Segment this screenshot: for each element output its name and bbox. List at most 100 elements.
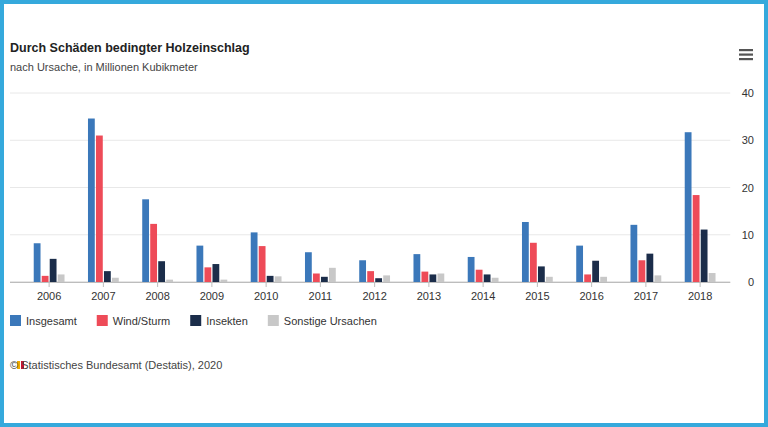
background (0, 0, 768, 427)
subtitle: nach Ursache, in Millionen Kubikmeter (10, 61, 198, 73)
x-tick-label: 2017 (634, 290, 658, 302)
chart: Durch Schäden bedingter Holzeinschlag nac… (0, 0, 768, 427)
x-tick-label: 2012 (362, 290, 386, 302)
grid-line (10, 234, 730, 235)
x-tick (591, 282, 592, 287)
bar (196, 246, 203, 282)
bar (50, 259, 57, 282)
bar (104, 271, 111, 282)
bar (321, 277, 328, 282)
bar (576, 246, 583, 282)
bar (42, 276, 49, 282)
menu-icon-line (739, 54, 753, 56)
menu-icon-line (739, 58, 753, 60)
bar (88, 119, 95, 282)
x-tick-label: 2008 (145, 290, 169, 302)
bar (592, 261, 599, 282)
x-tick-label: 2010 (254, 290, 278, 302)
grid-line (10, 140, 730, 141)
bar (58, 274, 65, 282)
x-tick-label: 2015 (525, 290, 549, 302)
bar (701, 230, 708, 282)
x-tick (103, 282, 104, 287)
bar (166, 280, 173, 282)
bar (413, 254, 420, 282)
y-tick-label: 10 (742, 229, 754, 241)
x-tick (700, 282, 701, 287)
bar (96, 136, 103, 282)
legend: Insgesamt Wind/Sturm Insekten Sonstige Ursa… (10, 315, 377, 327)
y-tick-label: 30 (742, 134, 754, 146)
bar (367, 271, 374, 282)
bar (275, 276, 282, 282)
bar (522, 222, 529, 282)
bar (142, 199, 149, 282)
bar (267, 276, 274, 282)
bar (437, 273, 444, 282)
title: Durch Schäden bedingter Holzeinschlag (10, 41, 250, 55)
bar (150, 224, 157, 282)
bar (313, 273, 320, 282)
bar (383, 275, 390, 282)
menu-icon-line (739, 49, 753, 51)
x-tick-label: 2013 (417, 290, 441, 302)
x-tick (374, 282, 375, 287)
bar (638, 260, 645, 282)
y-tick-label: 20 (742, 182, 754, 194)
x-tick (483, 282, 484, 287)
x-tick-label: 2016 (579, 290, 603, 302)
bar (305, 252, 312, 282)
bar (212, 264, 219, 282)
bar (220, 280, 227, 282)
legend-label: Sonstige Ursachen (284, 315, 377, 327)
x-tick-label: 2011 (309, 290, 333, 302)
bar (204, 267, 211, 282)
bar (468, 257, 475, 282)
x-tick-label: 2007 (91, 290, 115, 302)
bar (709, 273, 716, 282)
grid-line (10, 93, 730, 94)
x-tick-label: 2009 (200, 290, 224, 302)
menu-icon[interactable] (739, 49, 753, 60)
bar (685, 132, 692, 282)
bar (375, 278, 382, 282)
x-tick (211, 282, 212, 287)
grid (10, 93, 730, 282)
x-axis-line (10, 282, 730, 283)
x-tick (157, 282, 158, 287)
x-tick-label: 2018 (688, 290, 712, 302)
bar (630, 225, 637, 282)
x-tick (645, 282, 646, 287)
legend-label: Insgesamt (26, 315, 77, 327)
bar (421, 272, 428, 282)
x-tick (49, 282, 50, 287)
bar (646, 254, 653, 282)
legend-swatch (97, 315, 108, 326)
bars (34, 119, 716, 282)
y-tick-label: 40 (742, 87, 754, 99)
x-tick (537, 282, 538, 287)
x-tick-label: 2006 (37, 290, 61, 302)
legend-label: Insekten (206, 315, 248, 327)
bar (492, 278, 499, 282)
x-tick-label: 2014 (471, 290, 495, 302)
bar (158, 261, 165, 282)
bar (34, 243, 41, 282)
legend-swatch (10, 315, 21, 326)
bar (259, 246, 266, 282)
bar (329, 268, 336, 282)
bar (654, 275, 661, 282)
source: © Statistisches Bundesamt (Destatis), 20… (10, 359, 222, 371)
bar (476, 270, 483, 282)
bar (584, 274, 591, 282)
bar (429, 274, 436, 282)
bar (359, 260, 366, 282)
bar (530, 243, 537, 282)
bar (693, 195, 700, 282)
x-tick (320, 282, 321, 287)
bar (546, 277, 553, 282)
legend-label: Wind/Sturm (113, 315, 170, 327)
bar (112, 278, 119, 282)
legend-swatch (190, 315, 201, 326)
x-tick (428, 282, 429, 287)
